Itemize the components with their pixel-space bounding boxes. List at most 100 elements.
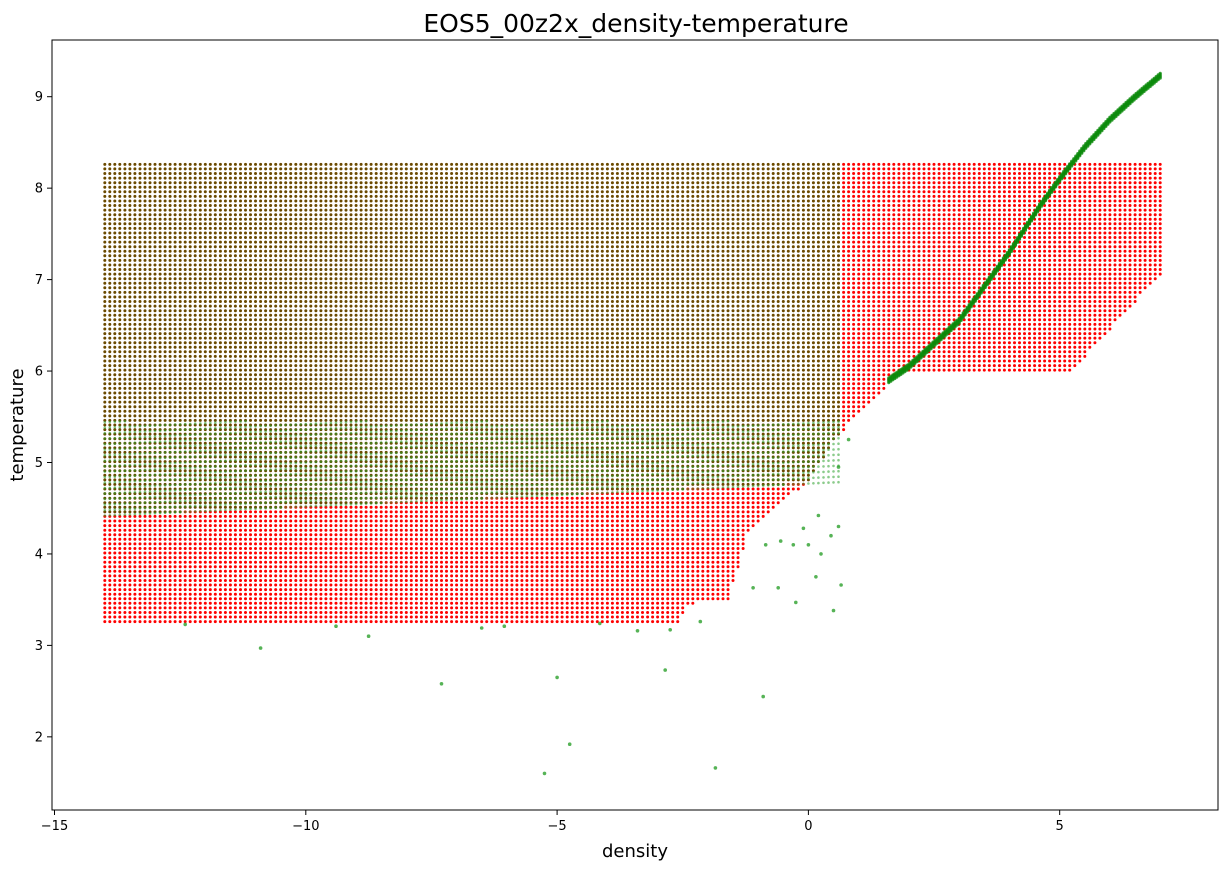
- red-point: [133, 172, 137, 175]
- red-point: [133, 240, 137, 244]
- red-point: [138, 286, 142, 290]
- red-point: [188, 441, 192, 445]
- red-point: [259, 332, 263, 336]
- red-point: [304, 231, 308, 235]
- red-point: [289, 620, 293, 624]
- red-point: [208, 373, 212, 377]
- red-point: [294, 437, 298, 441]
- red-point: [279, 190, 283, 194]
- red-point: [289, 519, 293, 523]
- red-point: [284, 222, 288, 226]
- red-point: [239, 213, 242, 217]
- red-point: [239, 309, 242, 313]
- red-point: [108, 368, 112, 372]
- red-point: [244, 245, 247, 249]
- red-point: [239, 588, 242, 592]
- red-point: [128, 551, 132, 555]
- red-point: [329, 249, 333, 253]
- red-point: [113, 373, 117, 377]
- red-point: [344, 322, 348, 326]
- red-point: [299, 386, 303, 390]
- red-point: [158, 245, 162, 249]
- red-point: [269, 204, 273, 207]
- red-point: [314, 263, 318, 267]
- red-point: [344, 501, 348, 505]
- red-point: [294, 620, 298, 624]
- red-point: [299, 295, 303, 299]
- red-point: [193, 469, 197, 473]
- red-point: [228, 519, 232, 523]
- red-point: [193, 332, 197, 336]
- red-point: [138, 236, 142, 239]
- red-point: [289, 551, 293, 555]
- red-point: [143, 359, 147, 363]
- red-point: [274, 414, 278, 418]
- red-point: [153, 547, 157, 550]
- red-point: [158, 611, 162, 614]
- red-point: [314, 615, 318, 619]
- red-point: [334, 286, 338, 290]
- red-point: [128, 350, 132, 354]
- red-point: [244, 258, 247, 262]
- red-point: [178, 217, 182, 221]
- red-point: [168, 542, 172, 546]
- red-point: [299, 350, 303, 354]
- red-point: [334, 583, 338, 587]
- red-point: [309, 231, 313, 235]
- red-point: [138, 304, 142, 308]
- red-point: [123, 510, 127, 514]
- red-point: [254, 405, 257, 409]
- red-point: [148, 533, 152, 537]
- red-point: [299, 606, 303, 610]
- red-point: [314, 286, 318, 290]
- red-point: [188, 606, 192, 610]
- red-point: [339, 313, 343, 317]
- red-point: [158, 359, 162, 363]
- red-point: [244, 615, 247, 619]
- red-point: [198, 601, 202, 605]
- red-point: [228, 528, 232, 532]
- red-point: [193, 615, 197, 619]
- red-point: [158, 254, 162, 258]
- red-point: [269, 345, 273, 349]
- red-point: [123, 309, 127, 313]
- red-point: [193, 409, 197, 413]
- red-point: [319, 181, 323, 185]
- red-point: [239, 208, 242, 212]
- red-point: [334, 185, 338, 189]
- red-point: [244, 400, 247, 404]
- red-point: [274, 350, 278, 354]
- red-point: [193, 377, 197, 381]
- red-point: [344, 327, 348, 331]
- red-point: [123, 409, 127, 413]
- red-point: [284, 350, 288, 354]
- red-point: [108, 263, 112, 267]
- red-point: [344, 295, 348, 299]
- red-point: [319, 208, 323, 212]
- red-point: [314, 322, 318, 326]
- red-point: [344, 162, 348, 166]
- red-point: [309, 194, 313, 198]
- red-point: [123, 236, 127, 239]
- red-point: [158, 414, 162, 418]
- red-point: [193, 354, 197, 358]
- red-point: [289, 533, 293, 537]
- red-point: [198, 263, 202, 267]
- red-point: [198, 181, 202, 185]
- red-point: [213, 409, 217, 413]
- red-point: [133, 354, 137, 358]
- red-point: [223, 236, 227, 239]
- red-point: [244, 551, 247, 555]
- red-point: [228, 167, 232, 171]
- red-point: [173, 281, 177, 285]
- red-point: [148, 437, 152, 441]
- red-point: [218, 204, 222, 207]
- red-point: [294, 194, 298, 198]
- red-point: [208, 547, 212, 550]
- red-point: [274, 277, 278, 281]
- red-point: [274, 368, 278, 372]
- red-point: [294, 583, 298, 587]
- red-point: [223, 327, 227, 331]
- red-point: [188, 620, 192, 624]
- red-point: [143, 309, 147, 313]
